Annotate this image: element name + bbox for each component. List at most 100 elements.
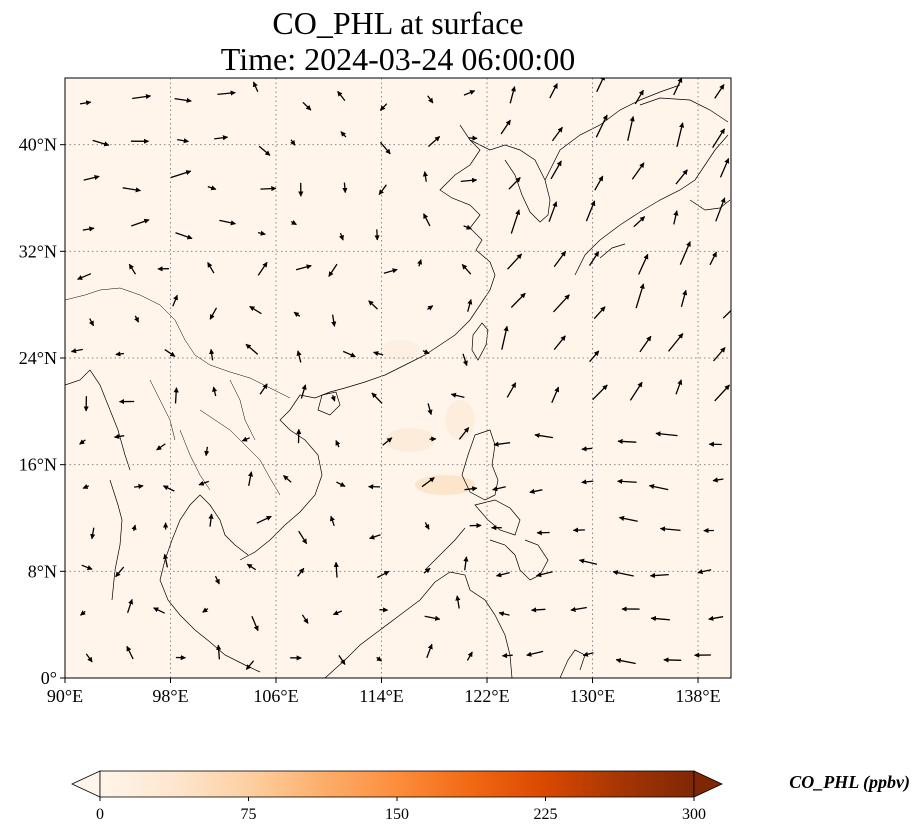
lon-tick-label: 130°E <box>570 686 615 706</box>
wind-arrow <box>618 515 638 522</box>
wind-arrow <box>295 264 312 271</box>
wind-arrow <box>290 139 296 146</box>
wind-arrow <box>697 569 712 575</box>
wind-arrow <box>383 268 398 274</box>
wind-arrow <box>90 527 96 540</box>
coastline-japan <box>574 97 731 276</box>
wind-arrow <box>466 651 473 661</box>
wind-arrow <box>450 392 465 399</box>
wind-arrow <box>553 335 566 351</box>
wind-arrow <box>673 78 683 96</box>
lat-tick-label: 0° <box>41 668 57 688</box>
wind-arrow <box>337 90 346 102</box>
coastlines <box>65 84 731 678</box>
wind-arrow <box>340 131 347 138</box>
wind-arrow <box>173 387 179 404</box>
wind-arrow <box>633 216 646 228</box>
colorbar-tick-label: 75 <box>241 806 257 823</box>
wind-arrow <box>550 160 562 180</box>
wind-arrow <box>85 653 93 663</box>
wind-arrow <box>258 145 271 156</box>
wind-arrow <box>300 384 307 399</box>
wind-arrow <box>245 343 259 355</box>
coastline-taiwan <box>471 322 489 361</box>
wind-arrow <box>493 441 511 447</box>
lat-tick-label: 32°N <box>19 241 57 261</box>
lat-tick-label: 16°N <box>19 455 57 475</box>
wind-arrow <box>461 263 472 275</box>
wind-arrow <box>298 530 308 545</box>
wind-arrow <box>427 403 433 416</box>
wind-arrow <box>134 315 140 323</box>
lat-tick-label: 8°N <box>28 561 57 581</box>
wind-arrow <box>655 431 678 437</box>
wind-arrow <box>427 305 434 311</box>
wind-arrow <box>553 250 567 268</box>
wind-arrow <box>649 572 669 579</box>
wind-arrow <box>709 251 717 266</box>
latitude-axis: 0° 8°N 16°N 24°N 32°N 40°N <box>19 135 65 688</box>
wind-arrow <box>207 185 217 191</box>
colorbar: 0 75 150 225 300 CO_PHL (ppbv) <box>71 770 910 823</box>
wind-arrow <box>679 241 691 265</box>
wind-arrow <box>612 570 634 577</box>
map-title: CO_PHL at surface <box>272 5 524 41</box>
wind-arrow <box>198 480 210 486</box>
coastline-indochina <box>159 394 323 673</box>
coastline-palawan <box>424 527 466 571</box>
coastline-northeast <box>544 84 681 181</box>
wind-arrow <box>368 300 378 310</box>
wind-arrow <box>510 292 526 308</box>
wind-arrow <box>214 135 229 141</box>
lon-tick-label: 90°E <box>47 686 83 706</box>
colorbar-extend-max <box>693 770 723 798</box>
wind-arrow <box>156 443 166 451</box>
concentration-blob <box>445 400 475 440</box>
wind-arrow <box>551 386 560 404</box>
coastline-visayas <box>474 499 549 581</box>
wind-arrow <box>639 335 652 353</box>
wind-arrow <box>251 616 259 632</box>
lon-tick-label: 114°E <box>359 686 404 706</box>
wind-arrow <box>249 305 262 315</box>
wind-arrow <box>379 141 391 155</box>
wind-arrow <box>548 201 558 222</box>
wind-arrow <box>507 253 523 270</box>
wind-arrow <box>467 298 473 312</box>
coastline-borneo <box>324 571 513 678</box>
wind-arrow <box>293 311 301 318</box>
wind-arrow <box>339 232 344 241</box>
wind-arrow <box>422 171 429 182</box>
wind-arrow <box>422 349 430 355</box>
wind-arrow <box>648 484 669 491</box>
wind-arrow <box>553 294 570 313</box>
wind-arrow <box>376 656 383 662</box>
wind-arrow <box>333 561 339 578</box>
wind-arrow <box>128 263 137 275</box>
wind-arrow <box>509 86 516 104</box>
wind-arrow <box>214 575 220 585</box>
wind-arrow <box>424 522 430 530</box>
wind-arrow <box>458 427 470 440</box>
wind-arrow <box>130 218 150 227</box>
wind-arrow <box>581 446 593 452</box>
wind-arrow <box>570 606 587 612</box>
wind-arrow <box>708 615 724 621</box>
wind-arrow <box>529 488 543 494</box>
wind-arrow <box>464 486 478 492</box>
wind-arrow <box>219 219 237 226</box>
wind-arrow <box>594 175 604 191</box>
wind-arrow <box>330 394 336 402</box>
wind-arrow <box>468 135 478 141</box>
gridlines <box>65 78 731 678</box>
wind-arrow <box>153 607 165 614</box>
lon-tick-label: 138°E <box>675 686 720 706</box>
wind-arrow <box>635 283 645 309</box>
wind-arrow <box>174 97 192 103</box>
wind-arrow <box>256 515 272 524</box>
wind-arrow <box>581 479 594 485</box>
wind-arrow <box>371 392 383 404</box>
wind-arrow <box>673 210 679 225</box>
wind-arrow <box>535 571 553 578</box>
wind-arrow <box>714 84 725 99</box>
